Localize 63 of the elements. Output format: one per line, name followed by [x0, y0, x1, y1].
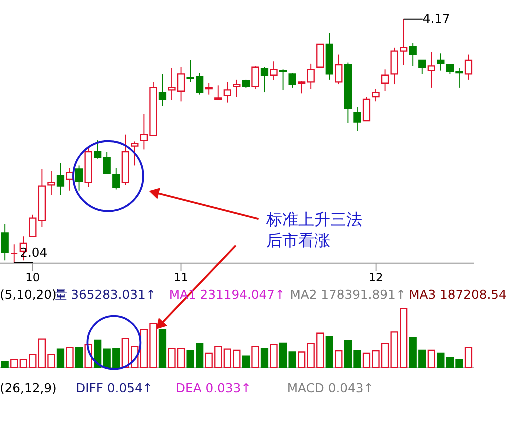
x-tick-label: 10 [26, 270, 40, 284]
bar [242, 356, 250, 368]
candlestick [158, 74, 167, 107]
candlestick [214, 85, 222, 100]
candlestick [354, 106, 362, 132]
candlestick [205, 82, 213, 96]
bar [252, 346, 260, 368]
candlestick [372, 88, 380, 102]
bar [56, 348, 65, 368]
candlestick [252, 66, 260, 90]
bar [66, 346, 74, 368]
annotation: 后市看涨 [266, 230, 330, 250]
bar [270, 344, 278, 368]
candlestick [10, 244, 18, 264]
annotation: 4.17 [422, 12, 450, 26]
text: DEA 0.033↑ [176, 381, 252, 396]
candlestick [112, 168, 120, 190]
candlestick [75, 165, 84, 192]
bar [335, 350, 343, 368]
candlestick [288, 72, 296, 88]
bar [1, 361, 9, 368]
text: (5,10,20) [0, 288, 57, 302]
candlestick [279, 69, 288, 91]
candlestick [418, 60, 426, 75]
candlestick [56, 162, 65, 196]
candlestick [1, 224, 9, 262]
candlestick [437, 53, 445, 72]
bar [326, 336, 334, 368]
x-tick-label: 11 [174, 270, 189, 284]
candlestick [362, 96, 371, 122]
candlestick [381, 69, 390, 92]
candlestick [270, 61, 278, 80]
bar [464, 346, 473, 368]
bar [10, 359, 18, 368]
bar [428, 350, 436, 368]
candlestick [316, 44, 324, 68]
candlestick [335, 54, 343, 85]
candlestick [103, 152, 111, 174]
bar [75, 346, 84, 368]
text: MA3 187208.54 [409, 288, 508, 302]
candlestick [48, 170, 56, 196]
text: 量 365283.031↑ [55, 288, 156, 302]
candlestick [131, 141, 139, 166]
candlestick [260, 66, 269, 93]
bar [298, 352, 306, 368]
candlestick [94, 140, 102, 160]
text: MA2 178391.891↑ [290, 288, 406, 302]
annotation: 标准上升三法 [265, 210, 362, 229]
candlestick [464, 54, 473, 80]
candlestick [307, 63, 315, 90]
text: DIFF 0.054↑ [76, 381, 154, 396]
text: (26,12,9) [0, 381, 57, 396]
x-tick-label: 12 [368, 270, 384, 284]
text: MACD 0.043↑ [287, 381, 374, 396]
candlestick [409, 42, 417, 67]
candlestick [224, 82, 232, 104]
candlestick [428, 52, 436, 88]
candlestick [233, 79, 241, 98]
bar [260, 348, 269, 368]
bar [437, 352, 445, 368]
bar [94, 340, 102, 368]
candlestick [298, 80, 306, 94]
candlestick [29, 214, 37, 238]
